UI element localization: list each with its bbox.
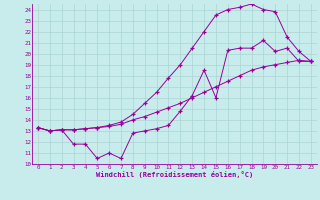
X-axis label: Windchill (Refroidissement éolien,°C): Windchill (Refroidissement éolien,°C)	[96, 171, 253, 178]
